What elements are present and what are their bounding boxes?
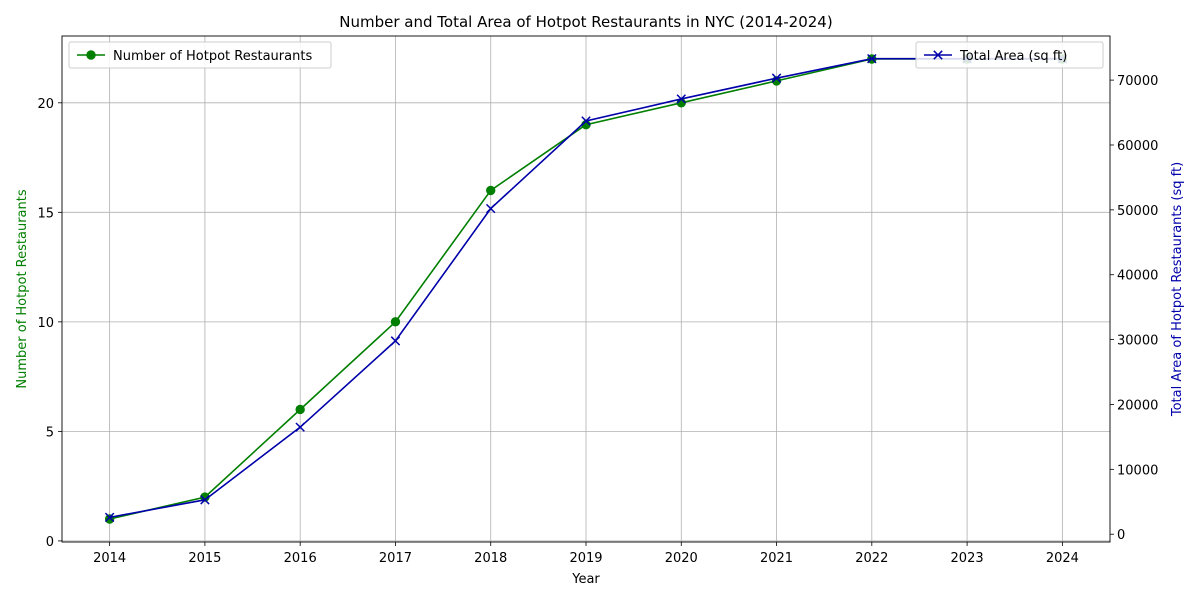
marker-stroke <box>485 203 496 214</box>
right-y-axis-title: Total Area of Hotpot Restaurants (sq ft) <box>1170 162 1185 417</box>
marker-stroke <box>390 336 401 346</box>
left-y-tick-label: 10 <box>37 316 54 331</box>
marker-stroke <box>933 50 943 60</box>
x-tick-label: 2016 <box>284 551 317 566</box>
series-2-point <box>485 203 496 214</box>
legend-box <box>915 41 1104 69</box>
right-y-tick-label: 50000 <box>1117 204 1158 219</box>
legend-2: Total Area (sq ft) <box>915 41 1104 69</box>
marker-stroke <box>676 94 687 104</box>
right-y-tick-label: 30000 <box>1117 334 1158 349</box>
left-y-tick-label: 20 <box>37 97 54 112</box>
x-tick-label: 2024 <box>1046 551 1079 566</box>
marker-stroke <box>104 512 115 523</box>
right-y-tick-label: 0 <box>1117 528 1125 543</box>
series-2-point <box>867 53 877 64</box>
marker-stroke <box>200 495 210 505</box>
right-y-tick-label: 60000 <box>1117 139 1158 154</box>
left-y-tick-label: 0 <box>46 535 54 550</box>
x-tick-label: 2018 <box>474 551 507 566</box>
legend-marker <box>933 50 943 60</box>
left-y-tick-label: 15 <box>37 206 54 221</box>
x-tick-label: 2017 <box>379 551 412 566</box>
chart-title: Number and Total Area of Hotpot Restaura… <box>339 13 832 31</box>
plot-area-border <box>61 35 1111 543</box>
series-2-point <box>390 336 401 346</box>
legend-marker <box>86 50 96 60</box>
marker-stroke <box>771 73 782 83</box>
series-2-point <box>676 94 687 104</box>
x-tick-label: 2015 <box>188 551 221 566</box>
marker-stroke <box>581 116 591 126</box>
grid-lines <box>62 36 1110 542</box>
right-y-tick-label: 20000 <box>1117 398 1158 413</box>
legends: Number of Hotpot Restaurants Total Area (… <box>68 41 1104 69</box>
x-tick-label: 2019 <box>569 551 602 566</box>
x-tick-label: 2014 <box>93 551 126 566</box>
series-2-point <box>200 495 210 505</box>
series-1-point <box>295 404 305 415</box>
marker-stroke <box>867 53 877 64</box>
x-tick-label: 2020 <box>665 551 698 566</box>
x-tick-label: 2021 <box>760 551 793 566</box>
left-y-tick-label: 5 <box>46 425 54 440</box>
legend-label: Total Area (sq ft) <box>959 49 1067 64</box>
series-1-point <box>486 185 496 196</box>
series-2-point <box>581 116 591 126</box>
right-y-tick-label: 10000 <box>1117 463 1158 478</box>
legend-box <box>68 41 332 69</box>
left-y-axis-title: Number of Hotpot Restaurants <box>15 189 30 388</box>
right-y-tick-label: 70000 <box>1117 74 1158 89</box>
legend-label: Number of Hotpot Restaurants <box>113 49 312 64</box>
marker-stroke <box>295 422 305 432</box>
axes-frame <box>61 35 1111 543</box>
x-axis-title: Year <box>571 572 600 587</box>
x-tick-label: 2022 <box>855 551 888 566</box>
axis-ticks: 2014 2015 2016 2017 2018 2019 2020 2021 2022 2023… <box>37 74 1158 566</box>
series-2-point <box>104 512 115 523</box>
series-2-point <box>295 422 305 432</box>
x-tick-label: 2023 <box>951 551 984 566</box>
right-y-tick-label: 40000 <box>1117 269 1158 284</box>
legend-1: Number of Hotpot Restaurants <box>68 41 332 69</box>
series-1-point <box>390 317 401 327</box>
series-2-point <box>771 73 782 83</box>
